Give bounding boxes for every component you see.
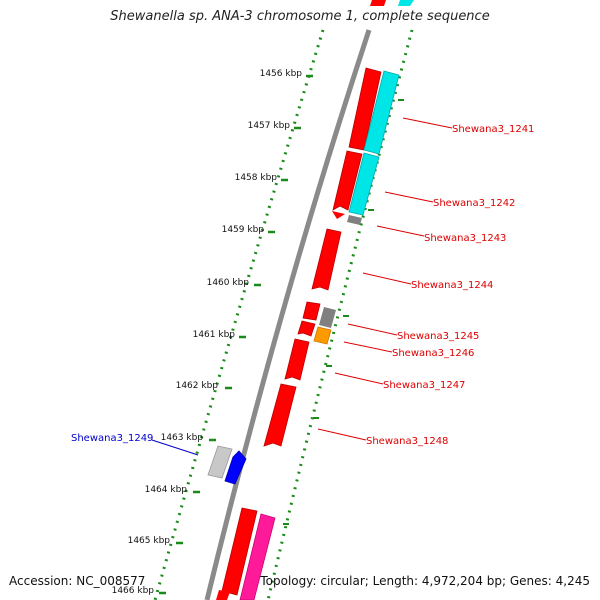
gene-arrow-lower — [221, 507, 258, 596]
gene-arrow-1247 — [284, 338, 310, 381]
gene-label: Shewana3_1244 — [411, 280, 493, 291]
topology-text: Topology: circular; Length: 4,972,204 bp… — [260, 574, 590, 588]
leader-line — [376, 225, 425, 237]
map-title: Shewanella sp. ANA-3 chromosome 1, compl… — [110, 9, 490, 24]
gene-arrow-1244 — [311, 228, 342, 291]
gene-label: Shewana3_1249 — [71, 433, 153, 444]
tick-label: 1462 kbp — [176, 381, 219, 391]
leader-line — [317, 428, 367, 441]
feature-lightgray-1249 — [207, 445, 233, 479]
gene-feature-partial — [370, 0, 386, 6]
feature-cyan-1242 — [348, 152, 380, 216]
gene-arrow-1242 — [332, 150, 363, 211]
gene-label: Shewana3_1241 — [452, 124, 534, 135]
tick-label: 1457 kbp — [248, 121, 291, 131]
tick-label: 1460 kbp — [207, 278, 250, 288]
leader-line — [362, 272, 412, 285]
leader-line — [347, 323, 398, 336]
leader-line — [343, 341, 393, 353]
tick-label: 1465 kbp — [128, 536, 171, 546]
tick-label: 1456 kbp — [260, 69, 303, 79]
tick-label: 1458 kbp — [235, 173, 278, 183]
gene-label: Shewana3_1242 — [433, 198, 515, 209]
gene-arrow-small — [332, 211, 345, 219]
gene-arrow-1249 — [224, 450, 247, 485]
gene-label: Shewana3_1246 — [392, 348, 474, 359]
chromosome-backbone — [204, 29, 372, 600]
accession-text: Accession: NC_008577 — [9, 574, 146, 588]
tick-label: 1459 kbp — [222, 225, 265, 235]
inner-dotted-ring — [153, 29, 325, 600]
gene-label: Shewana3_1248 — [366, 436, 448, 447]
feature-gray-1245 — [319, 307, 336, 328]
gene-feature-partial — [216, 590, 230, 600]
leader-line — [402, 117, 453, 129]
gene-arrow-1245a — [302, 301, 321, 321]
leader-line — [151, 439, 199, 456]
feature-cyan-1241 — [363, 70, 400, 155]
gene-arrow-1245b — [297, 320, 316, 337]
gene-label: Shewana3_1243 — [424, 233, 506, 244]
tick-label: 1463 kbp — [161, 433, 204, 443]
feature-pink — [239, 513, 276, 600]
tick-label: 1461 kbp — [193, 330, 236, 340]
leader-line — [384, 191, 434, 203]
feature-orange-1246 — [313, 326, 332, 345]
gene-feature-partial — [398, 0, 414, 6]
leader-line — [334, 372, 384, 385]
feature-gray-1243 — [347, 215, 362, 225]
tick-label: 1466 kbp — [112, 586, 155, 596]
gene-label: Shewana3_1247 — [383, 380, 465, 391]
tick-label: 1464 kbp — [145, 485, 188, 495]
gene-label: Shewana3_1245 — [397, 331, 479, 342]
gene-arrow-1248 — [263, 383, 297, 447]
